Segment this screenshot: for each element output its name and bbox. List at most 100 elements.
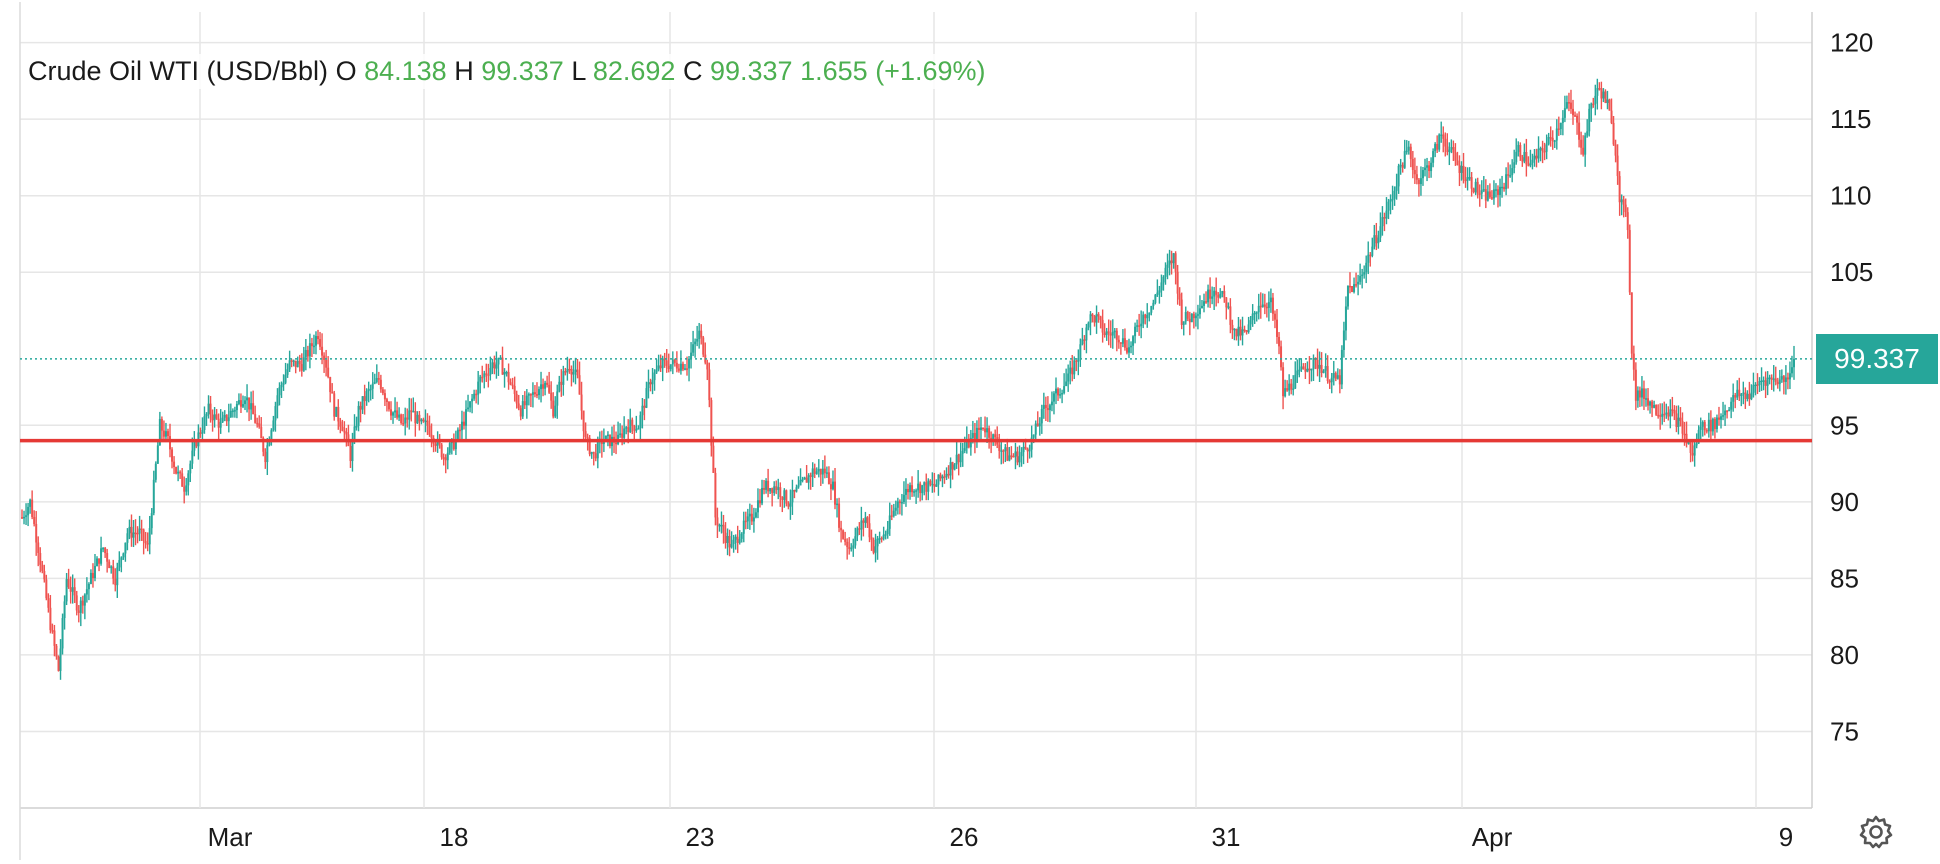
candle-body (1634, 369, 1637, 401)
candle (1622, 195, 1625, 218)
candle (744, 511, 747, 530)
candle (1531, 153, 1534, 170)
candle-body (1099, 316, 1102, 320)
candle-body (160, 418, 163, 431)
gear-icon[interactable] (1858, 814, 1894, 850)
candle (1322, 369, 1325, 374)
candle-body (219, 421, 222, 428)
candle-body (446, 452, 449, 461)
y-tick-label: 85 (1830, 563, 1859, 593)
candle (572, 360, 575, 383)
candle-body (923, 482, 926, 486)
candle (1219, 288, 1222, 299)
candle (584, 422, 587, 440)
candle-body (491, 362, 494, 368)
candle-body (521, 401, 524, 417)
candle-body (1738, 389, 1741, 397)
candle-body (1458, 165, 1461, 173)
candle (35, 511, 38, 556)
candle (982, 427, 985, 431)
candle (1663, 401, 1666, 423)
candle-body (809, 475, 812, 477)
candle (1010, 446, 1013, 460)
candle (1044, 396, 1047, 422)
candle-body (777, 487, 780, 491)
candle-body (1265, 306, 1268, 309)
candle (1188, 311, 1191, 336)
candle (1620, 194, 1623, 216)
candle (1209, 277, 1212, 308)
candle (1535, 148, 1538, 168)
candle-body (1288, 383, 1291, 391)
candle-body (1604, 91, 1607, 103)
candle-body (681, 363, 684, 370)
candle-body (1529, 162, 1532, 166)
candle (235, 400, 238, 419)
candle-body (21, 517, 23, 519)
candle-body (1190, 313, 1193, 323)
candle-body (1069, 367, 1072, 374)
candle (696, 325, 699, 347)
candle (1618, 171, 1621, 216)
candle-body (235, 403, 238, 411)
candle (998, 433, 1001, 459)
candle-body (773, 486, 776, 493)
candle (1707, 412, 1710, 438)
candle (728, 529, 731, 557)
candle-body (900, 502, 903, 504)
candle (1468, 167, 1471, 181)
candle (49, 595, 52, 634)
candle-body (260, 426, 263, 439)
candle (440, 443, 443, 460)
candle (738, 530, 741, 545)
candle (1278, 332, 1281, 355)
candle (120, 556, 123, 573)
candle (834, 468, 837, 510)
candle (465, 400, 468, 440)
candle-body (1168, 260, 1171, 265)
candle (574, 357, 577, 385)
candle (1243, 325, 1246, 333)
candle-body (756, 500, 759, 513)
candle-body (1484, 189, 1487, 201)
candle-body (1332, 373, 1335, 378)
candle (1780, 369, 1783, 383)
candle-body (1580, 139, 1583, 148)
candle (1681, 412, 1684, 439)
candle-body (1127, 347, 1130, 353)
candle-body (1640, 388, 1643, 398)
candle (179, 470, 182, 479)
candle-body (1280, 346, 1283, 368)
candle (1089, 311, 1092, 336)
candle (1766, 371, 1769, 396)
candle (217, 413, 220, 441)
candle-body (1188, 318, 1191, 323)
candle-body (1267, 302, 1270, 308)
candle-body (312, 345, 315, 348)
candle-body (1221, 291, 1224, 294)
candle-body (870, 537, 873, 540)
candle-body (465, 409, 468, 426)
candle-body (1255, 312, 1258, 314)
candle-body (276, 395, 279, 407)
candle-body (1178, 293, 1181, 300)
candle-body (1109, 333, 1112, 336)
candle-body (359, 405, 362, 410)
candle (1194, 312, 1197, 327)
candle (523, 391, 526, 410)
candle-body (211, 414, 214, 421)
candle (1336, 368, 1339, 380)
candle-body (317, 336, 320, 340)
candle (389, 401, 392, 421)
candle-body (710, 400, 713, 446)
candle-body (1146, 314, 1149, 319)
candle-body (1782, 376, 1785, 382)
candle (1594, 84, 1597, 116)
candle-body (527, 394, 530, 396)
high-label: H (454, 56, 474, 86)
candle-body (943, 476, 946, 478)
candle-body (935, 484, 938, 487)
candle (396, 401, 399, 420)
